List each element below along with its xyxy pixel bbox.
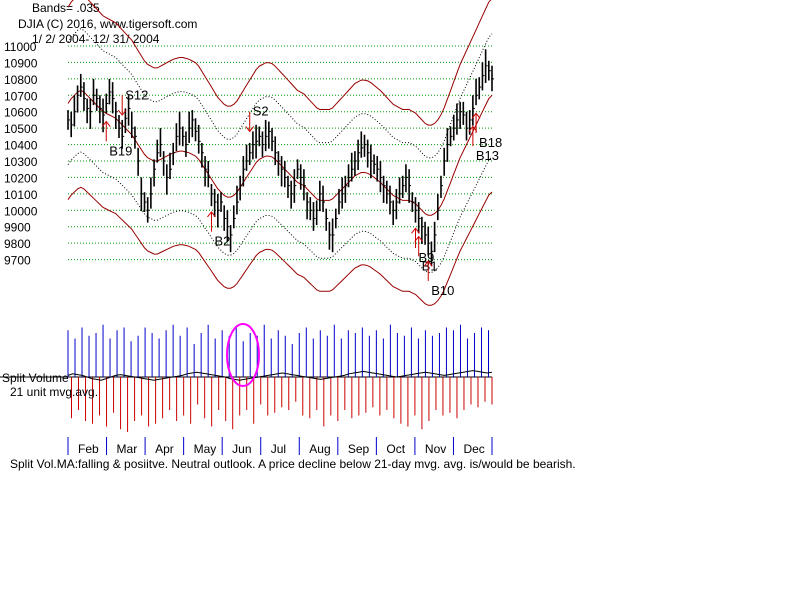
month-label: Apr: [155, 442, 174, 456]
signal-b2: B2: [207, 211, 230, 249]
price-bars: [67, 49, 494, 267]
y-tick-label: 10900: [4, 56, 38, 70]
month-label: Dec: [463, 442, 484, 456]
signal-arrow-head: [245, 126, 255, 133]
month-label: Aug: [309, 442, 330, 456]
signal-label: B1: [422, 258, 438, 273]
date-range: 1/ 2/ 2004- 12/ 31/ 2004: [32, 32, 160, 46]
y-tick-label: 10200: [4, 171, 38, 185]
month-label: Jun: [232, 442, 251, 456]
month-label: Jul: [271, 442, 286, 456]
signal-arrow-head: [414, 235, 424, 242]
signal-label: B19: [109, 143, 132, 158]
y-tick-label: 11000: [4, 40, 37, 54]
signal-arrow-head: [101, 120, 111, 127]
volume-subtitle: 21 unit mvg.avg.: [10, 385, 98, 399]
month-axis: Feb Mar Apr May Jun Jul Aug Sep Oct Nov Dec: [67, 437, 493, 456]
y-tick-label: 10800: [4, 73, 38, 87]
signal-label: B18: [479, 135, 502, 150]
signal-b9: B9: [411, 227, 434, 265]
month-label: Sep: [348, 442, 370, 456]
signal-s12: S12: [117, 87, 148, 116]
y-tick-label: 10400: [4, 139, 38, 153]
signal-b13: B13: [468, 125, 499, 163]
volume-ma-line: [67, 370, 493, 381]
volume-title: Split Volume: [2, 371, 69, 385]
month-label: May: [194, 442, 217, 456]
signal-b19: B19: [101, 120, 132, 158]
signal-label: B10: [431, 283, 454, 298]
y-tick-label: 10100: [4, 188, 38, 202]
signal-arrow-head: [411, 227, 420, 234]
signal-arrow-head: [468, 125, 478, 132]
signal-label: S12: [125, 87, 148, 102]
upper-outer-band: [67, 0, 492, 126]
signal-arrow-head: [207, 211, 216, 218]
month-label: Oct: [386, 442, 405, 456]
signal-arrow-head: [117, 109, 127, 116]
middle-band: [67, 89, 493, 216]
y-tick-label: 9800: [4, 237, 31, 251]
y-tick-label: 10700: [4, 89, 38, 103]
signal-label: B9: [418, 250, 434, 265]
y-tick-label: 10300: [4, 155, 38, 169]
signal-label: S2: [253, 104, 269, 119]
y-tick-label: 9700: [4, 254, 31, 268]
signal-arrow-head: [423, 260, 433, 267]
bands-label: Bands= .035: [32, 1, 100, 15]
chart-title: DJIA (C) 2016, www.tigersoft.com: [18, 17, 197, 31]
y-tick-label: 9900: [4, 221, 31, 235]
y-tick-label: 10500: [4, 122, 38, 136]
signal-b1: B1: [414, 235, 438, 273]
signal-label: B2: [214, 234, 230, 249]
signal-b10: B10: [423, 260, 454, 298]
month-label: Nov: [425, 442, 446, 456]
y-axis-ticks: 9700 9800 9900 10000 10100 10200 10300 10400 105…: [4, 40, 38, 268]
lower-outer-band: [67, 186, 493, 306]
y-tick-label: 10000: [4, 204, 38, 218]
footer-note: Split Vol.MA:falling & posiitve. Neutral…: [10, 457, 576, 471]
signal-arrow-head: [471, 112, 481, 119]
month-label: Mar: [117, 442, 138, 456]
highlight-ring: [226, 323, 260, 387]
month-label: Feb: [78, 442, 99, 456]
volume-bars: [67, 324, 493, 432]
y-tick-label: 10600: [4, 106, 38, 120]
signal-label: B13: [476, 148, 499, 163]
signal-s2: S2: [245, 104, 269, 133]
price-bands: [67, 0, 493, 306]
